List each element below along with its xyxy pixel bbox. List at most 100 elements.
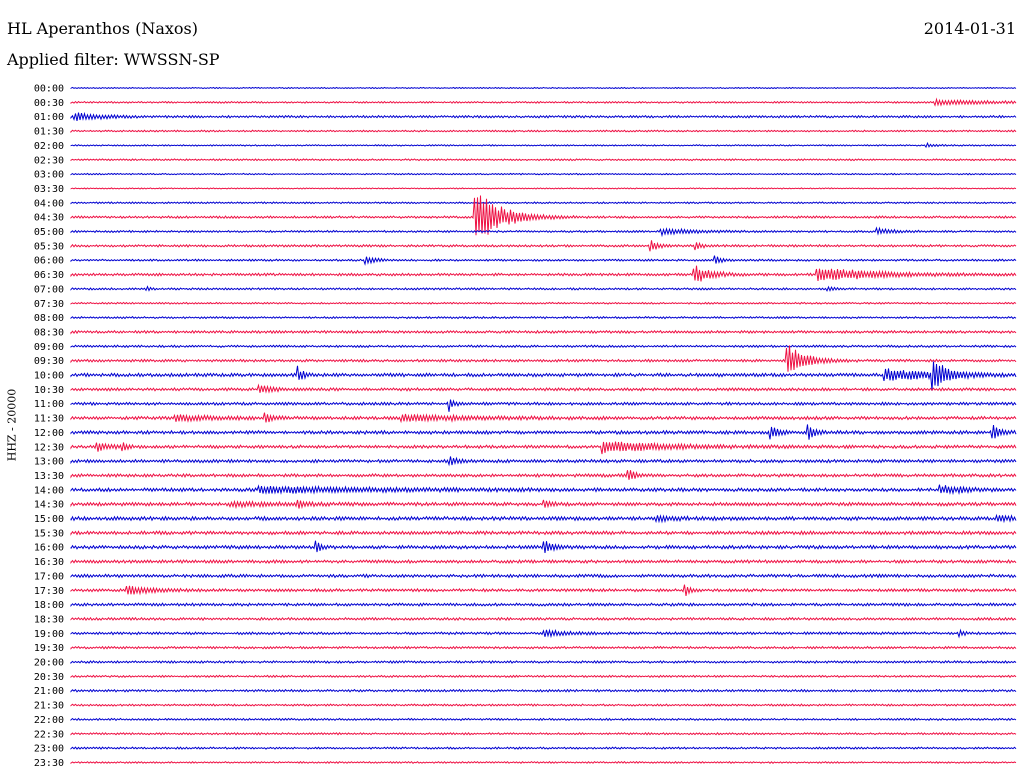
row-label-1230: 12:30 [34,442,64,453]
row-label-0700: 07:00 [34,284,64,295]
trace-row-0000 [70,86,1017,90]
row-label-0800: 08:00 [34,313,64,324]
row-label-1830: 18:30 [34,614,64,625]
trace-row-1700 [70,573,1017,579]
trace-row-1600 [70,540,1017,553]
trace-row-1500 [70,513,1017,524]
row-label-2130: 21:30 [34,701,64,712]
trace-row-0530 [70,240,1017,252]
trace-row-2200 [70,717,1017,722]
trace-row-1900 [70,628,1017,639]
trace-row-0830 [70,329,1017,335]
row-label-1900: 19:00 [34,629,64,640]
trace-row-1830 [70,616,1017,622]
row-label-1100: 11:00 [34,399,64,410]
trace-row-2100 [70,688,1017,693]
row-label-0430: 04:30 [34,213,64,224]
row-label-2030: 20:30 [34,672,64,683]
row-label-0330: 03:30 [34,184,64,195]
row-label-0530: 05:30 [34,241,64,252]
trace-row-1630 [70,558,1017,565]
row-label-0730: 07:30 [34,299,64,310]
row-label-0830: 08:30 [34,327,64,338]
trace-row-1130 [70,412,1017,424]
trace-row-1330 [70,470,1017,480]
date-label: 2014-01-31 [923,19,1016,38]
trace-row-1400 [70,484,1017,496]
row-label-0000: 00:00 [34,84,64,95]
trace-row-0200 [70,141,1017,149]
trace-row-1100 [70,399,1017,412]
trace-row-0430 [70,195,1017,236]
row-label-group: 00:00 00:30 01:00 01:30 02:00 02:30 03:00 03:30… [34,84,64,769]
row-label-1700: 17:00 [34,571,64,582]
row-label-1030: 10:30 [34,385,64,396]
trace-row-0300 [70,172,1017,176]
trace-row-0230 [70,158,1017,162]
trace-row-0400 [70,201,1017,205]
row-label-1000: 10:00 [34,371,64,382]
trace-row-0700 [70,285,1017,292]
trace-row-2000 [70,660,1017,665]
trace-row-1030 [70,383,1017,394]
trace-row-1430 [70,499,1017,510]
trace-row-0600 [70,255,1017,266]
row-label-0900: 09:00 [34,342,64,353]
trace-row-0730 [70,301,1017,305]
trace-row-2330 [70,760,1017,765]
trace-row-2300 [70,746,1017,750]
trace-row-0030 [70,97,1017,107]
trace-row-0900 [70,344,1017,349]
row-label-0500: 05:00 [34,227,64,238]
row-label-1430: 14:30 [34,500,64,511]
trace-row-1200 [70,424,1017,440]
row-label-0230: 02:30 [34,155,64,166]
row-label-0930: 09:30 [34,356,64,367]
row-label-1530: 15:30 [34,528,64,539]
row-label-0400: 04:00 [34,198,64,209]
row-label-1730: 17:30 [34,586,64,597]
row-label-2200: 22:00 [34,715,64,726]
row-label-1500: 15:00 [34,514,64,525]
trace-row-2230 [70,731,1017,736]
filter-label: Applied filter: WWSSN-SP [7,50,220,69]
row-label-0200: 02:00 [34,141,64,152]
trace-row-0630 [70,265,1017,282]
row-label-1800: 18:00 [34,600,64,611]
trace-row-0500 [70,226,1017,238]
row-label-2100: 21:00 [34,686,64,697]
row-label-2000: 20:00 [34,658,64,669]
row-label-0300: 03:00 [34,170,64,181]
trace-row-2130 [70,703,1017,707]
trace-row-2030 [70,674,1017,679]
row-label-2330: 23:30 [34,758,64,769]
row-label-1600: 16:00 [34,543,64,554]
trace-row-1800 [70,602,1017,608]
row-label-0030: 00:30 [34,98,64,109]
trace-row-0130 [70,129,1017,134]
trace-row-0100 [70,111,1017,122]
row-label-1130: 11:30 [34,414,64,425]
trace-row-1530 [70,530,1017,536]
trace-row-1230 [70,441,1017,455]
trace-group [70,86,1017,765]
row-label-0130: 01:30 [34,127,64,138]
trace-row-0330 [70,187,1017,190]
row-label-2300: 23:00 [34,744,64,755]
row-label-2230: 22:30 [34,729,64,740]
row-label-1330: 13:30 [34,471,64,482]
station-title: HL Aperanthos (Naxos) [7,19,198,38]
trace-row-0800 [70,315,1017,320]
row-label-1400: 14:00 [34,485,64,496]
row-label-1930: 19:30 [34,643,64,654]
row-label-1200: 12:00 [34,428,64,439]
row-label-0100: 01:00 [34,112,64,123]
trace-row-0930 [70,345,1017,372]
row-label-1300: 13:00 [34,457,64,468]
row-label-0630: 06:30 [34,270,64,281]
trace-row-1730 [70,584,1017,597]
trace-row-1300 [70,456,1017,467]
row-label-1630: 16:30 [34,557,64,568]
row-label-0600: 06:00 [34,256,64,267]
